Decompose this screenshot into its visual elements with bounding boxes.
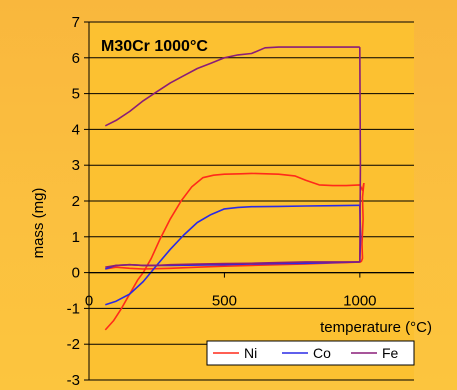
y-tick-label: 1 (72, 229, 80, 246)
series-line-fe (358, 47, 362, 262)
tick-labels: -3 -2 -1 0 1 2 3 4 5 6 7 0 500 1000 (67, 14, 377, 389)
y-tick-label: 5 (72, 86, 80, 103)
x-tick-label: 500 (212, 293, 237, 310)
series-line-ni (360, 183, 365, 263)
series-line-ni (104, 172, 365, 331)
y-tick-label: -2 (67, 336, 80, 353)
y-tick-label: 4 (72, 121, 80, 138)
x-tick-label: 0 (85, 293, 93, 310)
y-tick-label: -3 (67, 372, 80, 389)
x-axis-title: temperature (°C) (320, 319, 432, 336)
legend-label-fe: Fe (382, 345, 399, 361)
legend-box (206, 340, 415, 366)
series-line-co (105, 204, 360, 306)
y-tick-label: 0 (72, 265, 80, 282)
series-lines (104, 46, 365, 331)
legend: Ni Co Fe (206, 340, 415, 366)
y-tick-label: 6 (72, 50, 80, 67)
y-tick-label: 7 (72, 14, 80, 31)
y-tick-label: 3 (72, 157, 80, 174)
axes (84, 21, 414, 381)
x-tick-label: 1000 (343, 293, 376, 310)
y-axis-title: mass (mg) (30, 188, 47, 259)
legend-label-ni: Ni (244, 345, 257, 361)
series-line-fe (105, 261, 360, 268)
legend-label-co: Co (313, 345, 331, 361)
y-tick-label: -1 (67, 300, 80, 317)
series-line-fe (104, 46, 360, 127)
chart-title: M30Cr 1000°C (101, 38, 208, 55)
y-tick-label: 2 (72, 193, 80, 210)
